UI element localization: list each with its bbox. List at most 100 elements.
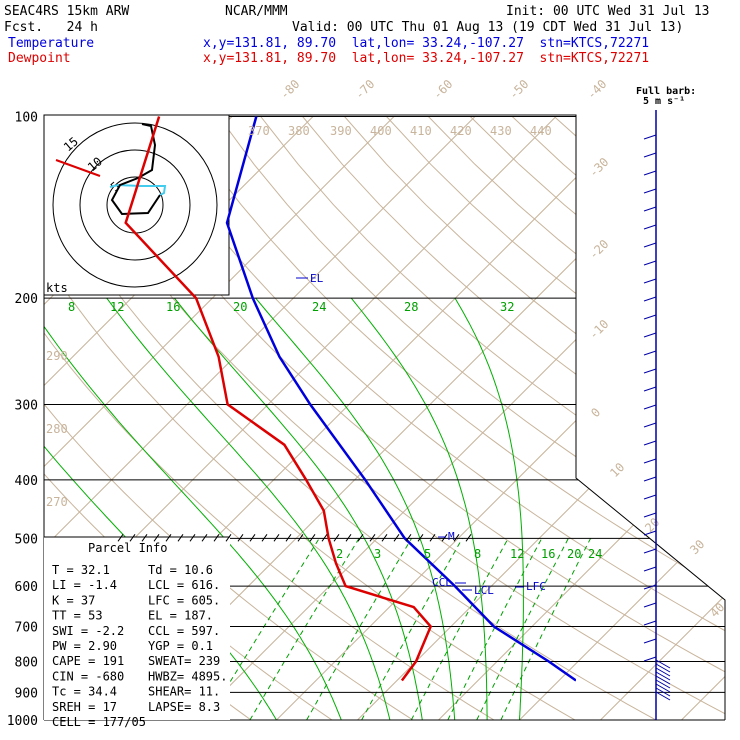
isotherm-line	[276, 116, 725, 720]
parcel-info-bg	[44, 537, 230, 720]
barb-title: Full barb:	[636, 86, 696, 97]
wind-barb	[643, 386, 657, 392]
dewpoint-location: x,y=131.81, 89.70 lat,lon= 33.24,-107.27…	[203, 51, 649, 66]
dry-adiabat	[44, 116, 495, 720]
wind-barb	[643, 656, 657, 662]
pressure-label-700: 700	[15, 621, 38, 636]
dry-adiabat	[553, 116, 725, 720]
pressure-label-400: 400	[15, 474, 38, 489]
wind-barb	[655, 679, 671, 689]
isotherm-line	[519, 116, 725, 720]
wind-barb	[643, 638, 657, 644]
mixing-ratio-label: 16	[541, 547, 555, 561]
wind-barb	[643, 476, 657, 482]
annotation-ccl: CCL	[432, 576, 452, 589]
dry-adiabat	[302, 116, 725, 720]
theta-label: 420	[450, 124, 472, 138]
dry-adiabat	[176, 116, 725, 720]
hatch-mark	[189, 534, 196, 542]
org-name: NCAR/MMM	[225, 4, 288, 19]
parcel-info-panel: Parcel Info T = 32.1 Td = 10.6 LI = -1.4 LC…	[44, 536, 230, 729]
parcel-info-left: Tc = 34.4	[52, 685, 117, 699]
wind-barb	[643, 494, 657, 500]
temperature-legend: Temperature	[8, 36, 94, 51]
wind-barb	[655, 663, 671, 673]
mixing-ratio-line	[410, 538, 509, 720]
isotherm-label: 0	[588, 405, 603, 420]
annotation-m: M	[448, 530, 455, 543]
barb-unit: 5 m s⁻¹	[643, 96, 685, 107]
hatch-mark	[297, 534, 304, 542]
wind-barb	[643, 332, 657, 338]
hatch-mark	[453, 534, 460, 542]
wind-barb	[643, 350, 657, 356]
hodograph-frame	[43, 114, 230, 296]
hatch-mark	[165, 534, 172, 542]
mixing-ratio-label: 2	[336, 547, 343, 561]
theta-label: 440	[530, 124, 552, 138]
hatch-mark	[249, 534, 256, 542]
wind-barb	[655, 667, 671, 677]
isotherm-line	[600, 116, 725, 720]
parcel-info-right: LCL = 616.	[148, 578, 220, 592]
forecast-hour: Fcst. 24 h	[4, 20, 98, 35]
wind-barb	[643, 548, 657, 554]
parcel-info-left: K = 37	[52, 593, 95, 607]
wind-barb	[643, 458, 657, 464]
dry-adiabat	[134, 116, 725, 720]
moist-adiabat	[454, 297, 524, 720]
hatch-mark	[357, 534, 364, 542]
wind-barb	[643, 314, 657, 320]
hodograph-trace-low	[109, 183, 167, 196]
pressure-label-900: 900	[15, 686, 38, 701]
hatch-mark	[273, 534, 280, 542]
isotherm-line	[44, 116, 476, 720]
hatch-mark	[321, 534, 328, 542]
mixing-ratio-label: 20	[233, 300, 247, 314]
mixing-ratio-line	[500, 538, 592, 720]
parcel-info-right: LFC = 605.	[148, 593, 220, 607]
mixing-ratio-label: 3	[374, 547, 381, 561]
sounding-profiles	[124, 116, 576, 682]
parcel-info-left: CAPE = 191	[52, 654, 124, 668]
dry-adiabat	[679, 116, 725, 720]
pressure-label-800: 800	[15, 656, 38, 671]
dry-adiabat	[344, 116, 725, 720]
dry-adiabat	[469, 116, 725, 720]
isotherm-label: 40	[707, 600, 727, 620]
theta-label: 290	[46, 349, 68, 363]
dewpoint-legend: Dewpoint	[8, 51, 71, 66]
isotherm-label: -30	[586, 155, 611, 180]
hodograph-trace-high	[55, 159, 101, 177]
parcel-info-right: SHEAR= 11.	[148, 685, 220, 699]
parcel-info-left: SREH = 17	[52, 700, 117, 714]
wind-barb	[643, 512, 657, 518]
hatch-mark	[177, 534, 184, 542]
pressure-label-600: 600	[15, 580, 38, 595]
hatch-mark	[285, 534, 292, 542]
parcel-info-title: Parcel Info	[88, 541, 167, 555]
parcel-info-right: YGP = 0.1	[148, 639, 213, 653]
theta-label: 270	[46, 495, 68, 509]
isotherm-label: -10	[586, 317, 611, 342]
isotherm-label: 30	[687, 537, 707, 557]
hatch-mark	[333, 534, 340, 542]
parcel-info-left: LI = -1.4	[52, 578, 117, 592]
wind-barb	[643, 602, 657, 608]
hatch-mark	[405, 534, 412, 542]
wind-barb	[643, 620, 657, 626]
hodograph-ring	[52, 122, 218, 288]
isotherm-label: -50	[506, 77, 531, 102]
hatch-mark	[153, 534, 160, 542]
parcel-info-left: CELL = 177/05	[52, 715, 146, 729]
wind-barb	[643, 530, 657, 536]
hatch-mark	[141, 534, 148, 542]
theta-label: 370	[248, 124, 270, 138]
mixing-ratio-label: 8	[474, 547, 481, 561]
mixing-ratio-label: 24	[588, 547, 602, 561]
dry-adiabat	[260, 116, 725, 720]
parcel-info-right: EL = 187.	[148, 609, 213, 623]
wind-barb	[643, 566, 657, 572]
mixing-ratio-label: 24	[312, 300, 326, 314]
